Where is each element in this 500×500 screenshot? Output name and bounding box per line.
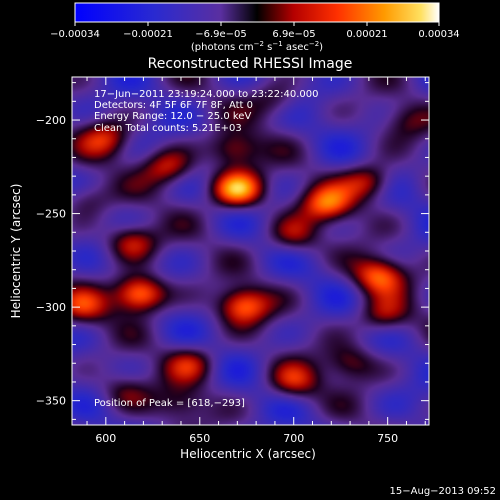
annotation-time: 17−Jun−2011 23:19:24.000 to 23:22:40.000 bbox=[94, 89, 319, 100]
colorbar-ticks bbox=[74, 22, 440, 26]
axis-tick-labels: 600 650 700 750 −200 −250 −300 −350 bbox=[36, 114, 398, 445]
axis-ticks bbox=[72, 77, 429, 425]
colorbar-tick-label: −0.00021 bbox=[123, 29, 173, 40]
annotation-energy: Energy Range: 12.0 − 25.0 keV bbox=[94, 111, 251, 122]
x-tick-label: 750 bbox=[377, 432, 398, 445]
colorbar bbox=[74, 2, 440, 23]
colorbar-tick-label: 0.00034 bbox=[418, 29, 459, 40]
colorbar-tick-label: −0.00034 bbox=[50, 29, 100, 40]
peak-position-label: Position of Peak = [618,−293] bbox=[94, 398, 245, 409]
annotation-detectors: Detectors: 4F 5F 6F 7F 8F, Att 0 bbox=[94, 100, 253, 111]
y-axis-label: Heliocentric Y (arcsec) bbox=[9, 184, 23, 319]
colorbar-tick-label: 6.9e−05 bbox=[272, 29, 315, 40]
y-tick-label: −300 bbox=[36, 301, 66, 314]
heatmap-area bbox=[71, 76, 430, 426]
colorbar-unit: (photons cm−2 s−1 asec−2) bbox=[191, 40, 323, 53]
heatmap-image bbox=[72, 77, 429, 425]
y-tick-label: −250 bbox=[36, 208, 66, 221]
x-axis-label: Heliocentric X (arcsec) bbox=[180, 447, 316, 461]
annotation-clean: Clean Total counts: 5.21E+03 bbox=[94, 123, 242, 134]
x-tick-label: 650 bbox=[189, 432, 210, 445]
chart-title: Reconstructed RHESSI Image bbox=[148, 56, 353, 72]
footer-timestamp: 15−Aug−2013 09:52 bbox=[390, 486, 496, 497]
colorbar-tick-label: 0.00021 bbox=[346, 29, 387, 40]
y-tick-label: −350 bbox=[36, 395, 66, 408]
x-tick-label: 600 bbox=[95, 432, 116, 445]
y-tick-label: −200 bbox=[36, 114, 66, 127]
x-tick-label: 700 bbox=[283, 432, 304, 445]
colorbar-tick-label: −6.9e−05 bbox=[195, 29, 247, 40]
